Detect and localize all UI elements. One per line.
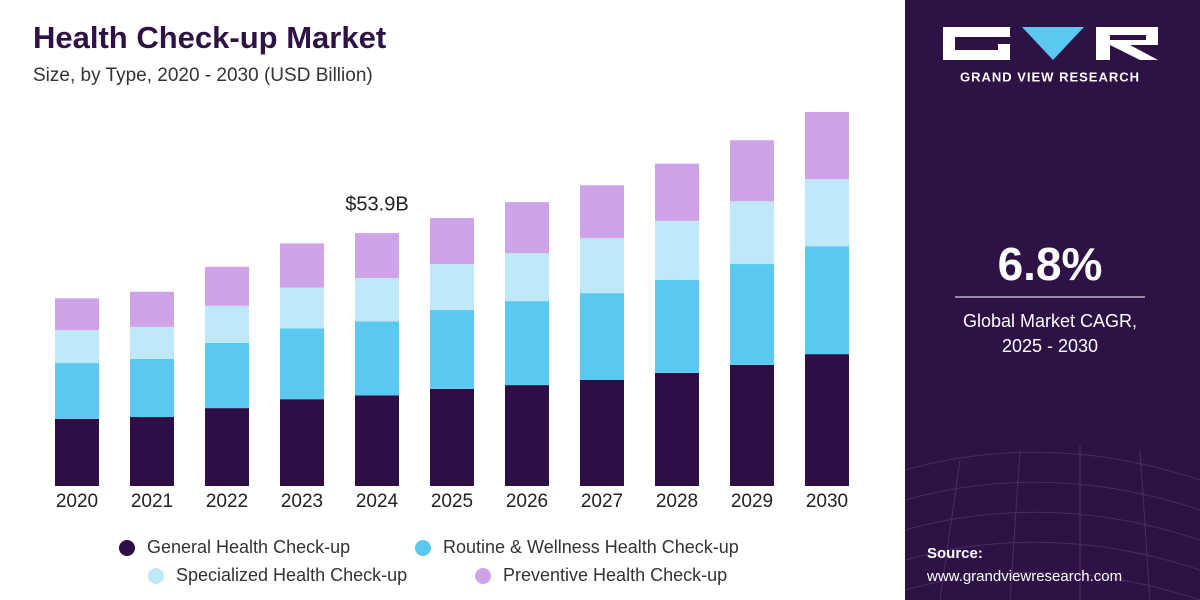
bar-segment <box>805 354 849 486</box>
x-tick-label: 2026 <box>506 491 548 512</box>
bar-segment <box>55 330 99 364</box>
x-tick-label: 2029 <box>731 491 773 512</box>
side-panel <box>905 0 1200 600</box>
bar-segment <box>430 388 474 486</box>
x-tick-label: 2022 <box>206 491 248 512</box>
grid-decoration <box>904 445 1200 600</box>
bar-segment <box>505 253 549 302</box>
bar-segment <box>130 326 174 359</box>
legend-swatch <box>475 568 491 584</box>
bar-segment <box>730 140 774 202</box>
x-tick-label: 2028 <box>656 491 698 512</box>
bar-segment <box>655 220 699 280</box>
bar-segment <box>130 291 174 327</box>
x-tick-label: 2021 <box>131 491 173 512</box>
bar-segment <box>730 264 774 365</box>
bar-segment <box>355 233 399 279</box>
logo <box>943 27 1158 60</box>
bar-segment <box>730 201 774 265</box>
bar-segment <box>55 418 99 486</box>
bar-segment <box>430 218 474 265</box>
bar-segment <box>655 279 699 373</box>
source-url: www.grandviewresearch.com <box>926 568 1122 585</box>
bar-segment <box>205 266 249 306</box>
legend-swatch <box>415 540 431 556</box>
legend-swatch <box>148 568 164 584</box>
bar-segment <box>505 202 549 254</box>
legend-label: Preventive Health Check-up <box>503 565 727 585</box>
bar-segment <box>580 379 624 486</box>
legend-swatch <box>119 540 135 556</box>
bar-segment <box>355 321 399 396</box>
source-label: Source: <box>927 545 983 562</box>
chart-title: Health Check-up Market <box>33 20 386 55</box>
chart-subtitle: Size, by Type, 2020 - 2030 (USD Billion) <box>33 65 373 86</box>
bar-segment <box>130 417 174 486</box>
bar-segment <box>730 364 774 486</box>
bar-segment <box>355 278 399 322</box>
bar-segment <box>655 163 699 221</box>
x-tick-label: 2025 <box>431 491 473 512</box>
bar-segment <box>280 399 324 486</box>
legend-label: Routine & Wellness Health Check-up <box>443 537 739 557</box>
bar-segment <box>655 372 699 486</box>
bar-segment <box>805 112 849 180</box>
bar-segment <box>280 243 324 288</box>
x-tick-label: 2020 <box>56 491 98 512</box>
bar-segment <box>205 342 249 409</box>
brand: GRAND VIEW RESEARCH <box>960 69 1140 84</box>
bar-segment <box>505 385 549 486</box>
bar-segment <box>280 328 324 400</box>
bar-segment <box>280 287 324 329</box>
bar-segment <box>805 246 849 355</box>
cagr-value: 6.8% <box>998 238 1103 290</box>
bar-segment <box>805 179 849 247</box>
annotation: $53.9B <box>345 193 408 215</box>
bar-segment <box>430 264 474 311</box>
bar-segment <box>205 408 249 486</box>
bar-segment <box>130 358 174 418</box>
bar-segment <box>205 305 249 343</box>
cagr-label: 2025 - 2030 <box>1002 336 1098 356</box>
legend-label: General Health Check-up <box>147 537 350 557</box>
x-tick-label: 2024 <box>356 491 399 512</box>
legend-label: Specialized Health Check-up <box>176 565 407 585</box>
bar-segment <box>580 293 624 380</box>
bar-segment <box>580 185 624 239</box>
bar-segment <box>355 395 399 486</box>
x-tick-label: 2030 <box>806 491 848 512</box>
cagr-label: Global Market CAGR, <box>963 311 1137 331</box>
bar-segment <box>505 301 549 386</box>
bar-segment <box>580 238 624 294</box>
bar-segment <box>430 310 474 389</box>
x-tick-label: 2023 <box>281 491 323 512</box>
x-tick-label: 2027 <box>581 491 623 512</box>
bar-segment <box>55 363 99 419</box>
bar-segment <box>55 298 99 331</box>
